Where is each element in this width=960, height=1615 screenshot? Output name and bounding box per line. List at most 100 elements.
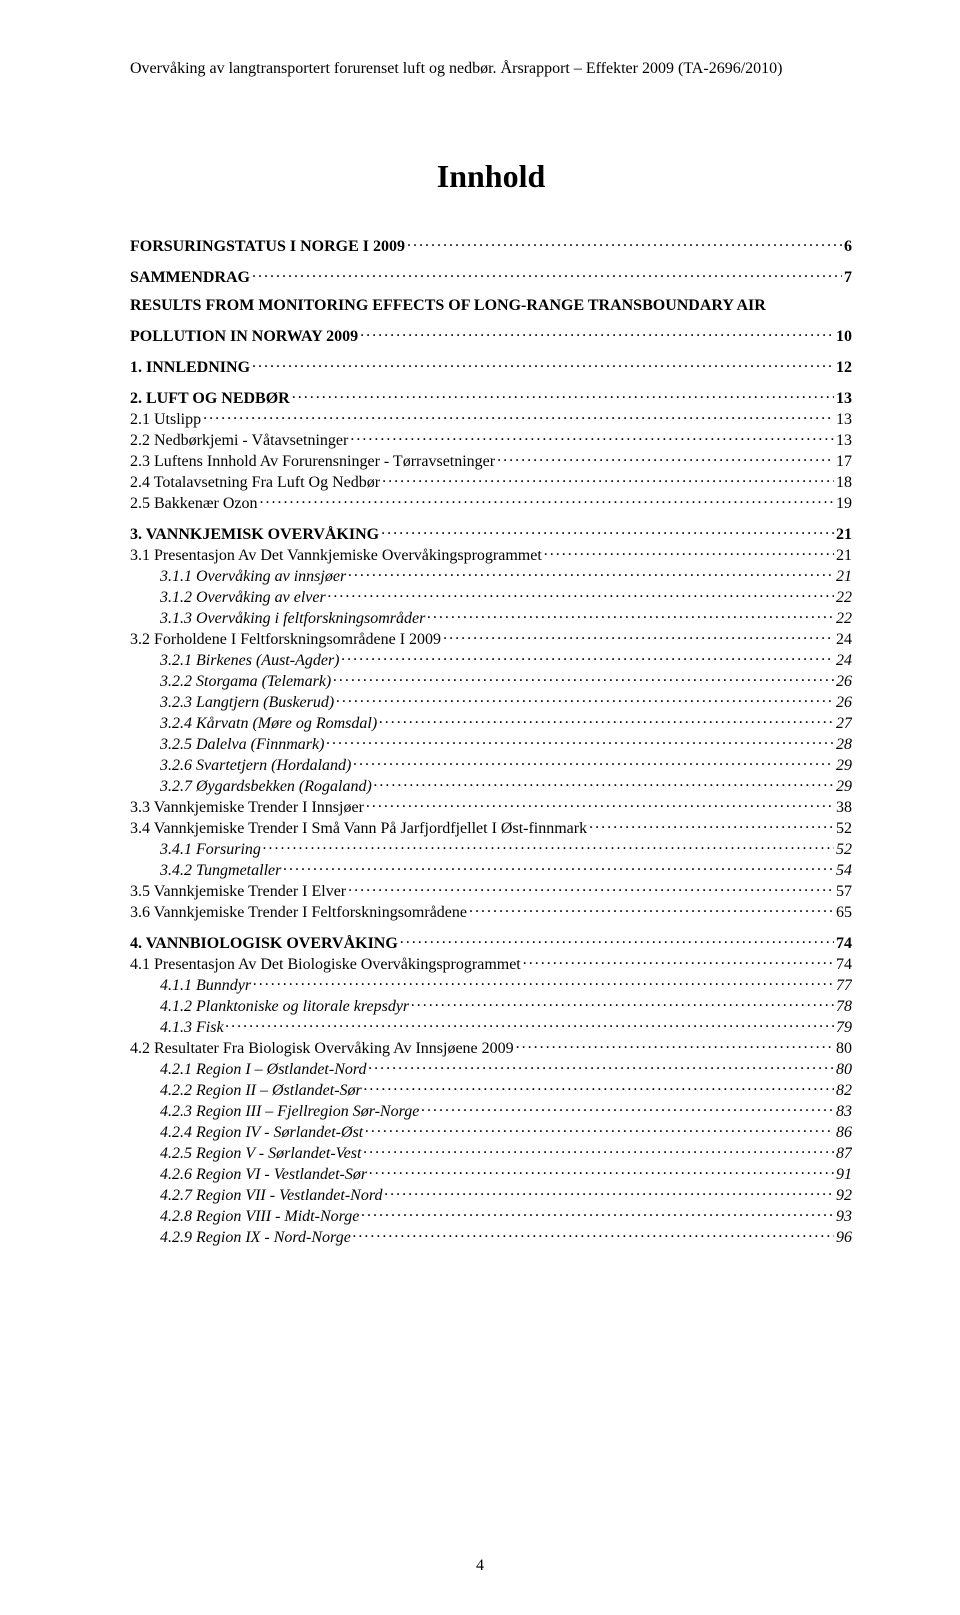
toc-leader (379, 712, 834, 728)
toc-leader (348, 880, 834, 896)
toc-label: 4.2.5 Region V - Sørlandet-Vest (160, 1145, 361, 1163)
toc-label: 4.1.3 Fisk (160, 1019, 224, 1037)
toc-label: 3.2 Forholdene I Feltforskningsområdene … (130, 631, 441, 649)
toc-leader (283, 859, 834, 875)
toc-entry: 2.5 Bakkenær Ozon 19 (130, 492, 852, 513)
toc-label: SAMMENDRAG (130, 269, 250, 287)
toc-page: 13 (836, 390, 852, 408)
toc-leader (363, 1142, 834, 1158)
toc-entry: 3.2.2 Storgama (Telemark)26 (160, 670, 852, 691)
toc-leader (411, 995, 834, 1011)
toc-entry: 3.4 Vannkjemiske Trender I Små Vann På J… (130, 817, 852, 838)
toc-entry: 2.3 Luftens Innhold Av Forurensninger - … (130, 450, 852, 471)
toc-label: 4.2.6 Region VI - Vestlandet-Sør (160, 1166, 367, 1184)
toc-page: 78 (836, 998, 852, 1016)
toc-label: 4.2 Resultater Fra Biologisk Overvåking … (130, 1040, 514, 1058)
toc-page: 26 (836, 673, 852, 691)
toc-page: 18 (836, 474, 852, 492)
toc-label: 3.2.4 Kårvatn (Møre og Romsdal) (160, 715, 377, 733)
table-of-contents: FORSURINGSTATUS I NORGE I 20096SAMMENDRA… (130, 235, 852, 1247)
toc-entry: POLLUTION IN NORWAY 200910 (130, 325, 852, 346)
toc-leader (384, 1184, 834, 1200)
toc-page: 92 (836, 1187, 852, 1205)
toc-entry: 4.2 Resultater Fra Biologisk Overvåking … (130, 1037, 852, 1058)
toc-leader (365, 1121, 834, 1137)
toc-leader (263, 838, 834, 854)
toc-label: 4.2.3 Region III – Fjellregion Sør-Norge (160, 1103, 419, 1121)
toc-page: 19 (836, 495, 852, 513)
toc-page: 86 (836, 1124, 852, 1142)
toc-label: 4.2.8 Region VIII - Midt-Norge (160, 1208, 359, 1226)
toc-label: 4.1.2 Planktoniske og litorale krepsdyr (160, 998, 409, 1016)
toc-label: 3.1.2 Overvåking av elver (160, 589, 326, 607)
toc-entry: 3.3 Vannkjemiske Trender I Innsjøer38 (130, 796, 852, 817)
toc-page: 6 (844, 238, 852, 256)
toc-entry: 3.5 Vannkjemiske Trender I Elver57 (130, 880, 852, 901)
toc-leader (326, 733, 834, 749)
toc-label: 3.2.1 Birkenes (Aust-Agder) (160, 652, 340, 670)
toc-leader (469, 901, 834, 917)
toc-leader (226, 1016, 834, 1032)
toc-page: 26 (836, 694, 852, 712)
toc-page: 79 (836, 1019, 852, 1037)
toc-page: 52 (836, 841, 852, 859)
toc-leader (407, 235, 842, 251)
toc-leader (366, 796, 834, 812)
toc-entry: 2.2 Nedbørkjemi - Våtavsetninger13 (130, 429, 852, 450)
toc-leader (427, 607, 834, 623)
toc-page: 57 (836, 883, 852, 901)
toc-entry: 3.2 Forholdene I Feltforskningsområdene … (130, 628, 852, 649)
toc-leader (443, 628, 834, 644)
toc-label: 1. INNLEDNING (130, 359, 250, 377)
toc-entry: 4.2.6 Region VI - Vestlandet-Sør91 (160, 1163, 852, 1184)
toc-page: 74 (836, 935, 852, 953)
toc-label: 4.1 Presentasjon Av Det Biologiske Overv… (130, 956, 521, 974)
toc-leader (353, 1226, 834, 1242)
toc-label: 2.3 Luftens Innhold Av Forurensninger - … (130, 453, 495, 471)
toc-leader (516, 1037, 834, 1053)
toc-entry: 3.2.3 Langtjern (Buskerud)26 (160, 691, 852, 712)
toc-leader (260, 492, 834, 508)
toc-entry: 3.1.3 Overvåking i feltforskningsområder… (160, 607, 852, 628)
toc-page: 12 (836, 359, 852, 377)
toc-leader (369, 1163, 834, 1179)
toc-entry: 4.2.9 Region IX - Nord-Norge96 (160, 1226, 852, 1247)
toc-leader (360, 325, 834, 341)
toc-label: 4. VANNBIOLOGISK OVERVÅKING (130, 935, 398, 953)
toc-page: 22 (836, 610, 852, 628)
toc-entry: 3. VANNKJEMISK OVERVÅKING21 (130, 523, 852, 544)
toc-leader (544, 544, 834, 560)
toc-page: 21 (836, 568, 852, 586)
toc-label: RESULTS FROM MONITORING EFFECTS OF LONG-… (130, 297, 766, 315)
toc-entry: 3.6 Vannkjemiske Trender I Feltforskning… (130, 901, 852, 922)
toc-entry: 3.1.2 Overvåking av elver22 (160, 586, 852, 607)
toc-leader (421, 1100, 834, 1116)
toc-entry: 3.2.1 Birkenes (Aust-Agder)24 (160, 649, 852, 670)
toc-label: 2.5 Bakkenær Ozon (130, 495, 258, 513)
toc-page: 28 (836, 736, 852, 754)
toc-label: 3.4.1 Forsuring (160, 841, 261, 859)
toc-entry: 4.1.3 Fisk 79 (160, 1016, 852, 1037)
page-title: Innhold (130, 158, 852, 195)
page-number: 4 (0, 1557, 960, 1575)
toc-leader (203, 408, 834, 424)
toc-label: 4.2.1 Region I – Østlandet-Nord (160, 1061, 367, 1079)
toc-label: 2. LUFT OG NEDBØR (130, 390, 290, 408)
toc-entry: 4.2.2 Region II – Østlandet-Sør82 (160, 1079, 852, 1100)
toc-label: 3.3 Vannkjemiske Trender I Innsjøer (130, 799, 364, 817)
toc-entry: 1. INNLEDNING 12 (130, 356, 852, 377)
toc-label: 3.2.6 Svartetjern (Hordaland) (160, 757, 351, 775)
toc-leader (342, 649, 834, 665)
toc-leader (328, 586, 834, 602)
toc-page: 80 (836, 1061, 852, 1079)
toc-entry: 2.4 Totalavsetning Fra Luft Og Nedbør18 (130, 471, 852, 492)
toc-leader (382, 471, 834, 487)
toc-entry: 4.2.1 Region I – Østlandet-Nord 80 (160, 1058, 852, 1079)
toc-page: 54 (836, 862, 852, 880)
toc-leader (292, 387, 834, 403)
toc-leader (369, 1058, 835, 1074)
page-container: Overvåking av langtransportert forurense… (0, 0, 960, 1615)
toc-page: 29 (836, 778, 852, 796)
toc-leader (333, 670, 834, 686)
toc-label: 3.4 Vannkjemiske Trender I Små Vann På J… (130, 820, 587, 838)
